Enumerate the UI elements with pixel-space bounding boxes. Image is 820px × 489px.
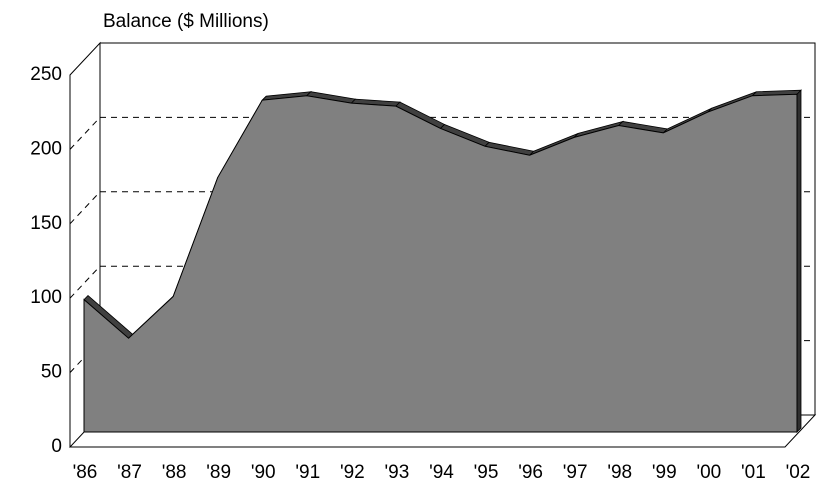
- x-tick-label: '94: [429, 462, 454, 483]
- x-tick-label: '00: [696, 462, 721, 483]
- x-tick-label: '97: [563, 462, 588, 483]
- x-tick-label: '93: [385, 462, 410, 483]
- x-tick-label: '87: [117, 462, 142, 483]
- x-tick-label: '90: [251, 462, 276, 483]
- y-tick-label: 100: [30, 287, 62, 308]
- y-tick-label: 250: [30, 64, 62, 85]
- y-tick-label: 150: [30, 213, 62, 234]
- x-tick-label: '88: [162, 462, 187, 483]
- x-tick-label: '86: [73, 462, 98, 483]
- x-tick-label: '01: [741, 462, 766, 483]
- x-tick-label: '99: [652, 462, 677, 483]
- x-tick-label: '98: [607, 462, 632, 483]
- x-tick-label: '02: [786, 462, 811, 483]
- y-tick-label: 50: [41, 362, 62, 383]
- x-tick-label: '95: [474, 462, 499, 483]
- x-tick-label: '96: [518, 462, 543, 483]
- x-tick-label: '92: [340, 462, 365, 483]
- grid-line: [69, 265, 101, 299]
- area-side: [796, 89, 802, 433]
- back-wall: [100, 42, 816, 415]
- grid-line: [69, 191, 101, 225]
- x-tick-label: '91: [295, 462, 320, 483]
- chart-title: Balance ($ Millions): [103, 11, 269, 32]
- y-tick-label: 0: [51, 436, 62, 457]
- x-tick-label: '89: [206, 462, 231, 483]
- grid-line: [69, 117, 101, 150]
- area: [83, 93, 798, 433]
- y-tick-label: 200: [30, 138, 62, 159]
